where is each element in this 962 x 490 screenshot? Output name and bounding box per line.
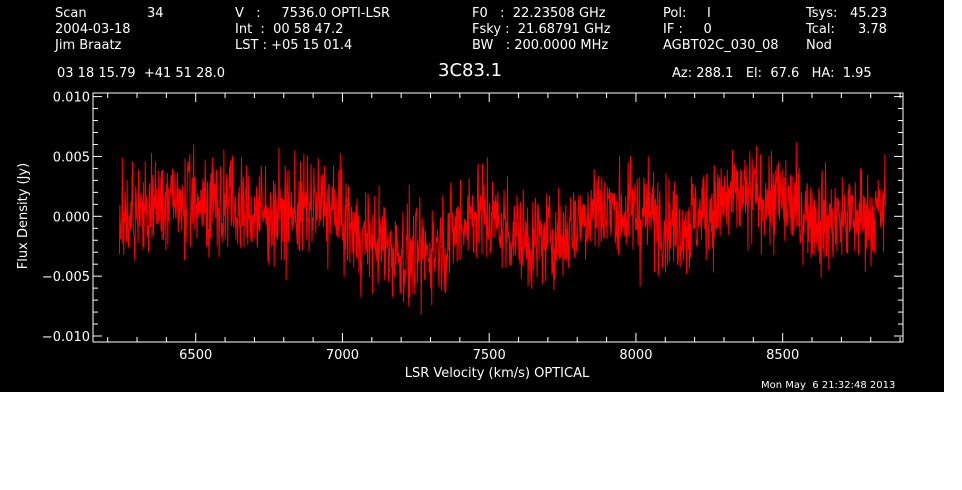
observation-date: 2004-03-18	[55, 22, 131, 37]
tsys-label: Tsys:	[806, 6, 838, 21]
y-tick-label: 0.005	[53, 150, 90, 165]
x-tick-label: 8000	[619, 348, 652, 363]
y-axis-label: Flux Density (Jy)	[16, 163, 31, 269]
scan-number: 34	[147, 6, 164, 21]
x-tick-label: 7500	[473, 348, 506, 363]
y-tick-label: 0.000	[53, 210, 90, 225]
velocity-info: V : 7536.0 OPTI-LSR	[235, 6, 391, 21]
lst-info: LST : +05 15 01.4	[235, 38, 353, 53]
spectrum-chart: 6500 7000 7500 8000 8500 0.010 0.005 0.000 −0.00…	[16, 91, 904, 381]
spectrum-trace	[118, 142, 886, 315]
az-el-ha: Az: 288.1 El: 67.6 HA: 1.95	[672, 66, 872, 81]
plot-window: Scan 34 2004-03-18 Jim Braatz V : 7536.0…	[0, 0, 944, 392]
source-coordinates: 03 18 15.79 +41 51 28.0	[57, 66, 226, 81]
switching-mode: Nod	[806, 38, 832, 53]
observer-name: Jim Braatz	[55, 38, 122, 53]
tcal-label: Tcal:	[806, 22, 835, 37]
source-name: 3C83.1	[438, 60, 503, 81]
x-tick-label: 7000	[326, 348, 359, 363]
plot-frame	[92, 92, 904, 343]
tsys-value: 45.23	[850, 6, 888, 21]
plot-timestamp: Mon May 6 21:32:48 2013	[761, 380, 896, 391]
rest-frequency: F0 : 22.23508 GHz	[472, 6, 606, 21]
y-tick-label: −0.005	[42, 270, 90, 285]
bandwidth: BW : 200.0000 MHz	[472, 38, 609, 53]
project-id: AGBT02C_030_08	[663, 38, 779, 53]
if-number: IF : 0	[663, 22, 712, 37]
tcal-value: 3.78	[858, 22, 887, 37]
polarization: Pol: I	[663, 6, 711, 21]
sky-frequency: Fsky : 21.68791 GHz	[472, 22, 611, 37]
axes: 6500 7000 7500 8000 8500 0.010 0.005 0.000 −0.00…	[42, 91, 904, 363]
y-tick-label: −0.010	[42, 330, 90, 345]
spectrum-line	[118, 142, 886, 315]
scan-label: Scan	[55, 6, 87, 21]
y-tick-label: 0.010	[53, 91, 90, 106]
x-axis-label: LSR Velocity (km/s) OPTICAL	[405, 366, 590, 381]
integration-time: Int : 00 58 47.2	[235, 22, 344, 37]
x-tick-label: 8500	[766, 348, 799, 363]
x-tick-label: 6500	[179, 348, 212, 363]
